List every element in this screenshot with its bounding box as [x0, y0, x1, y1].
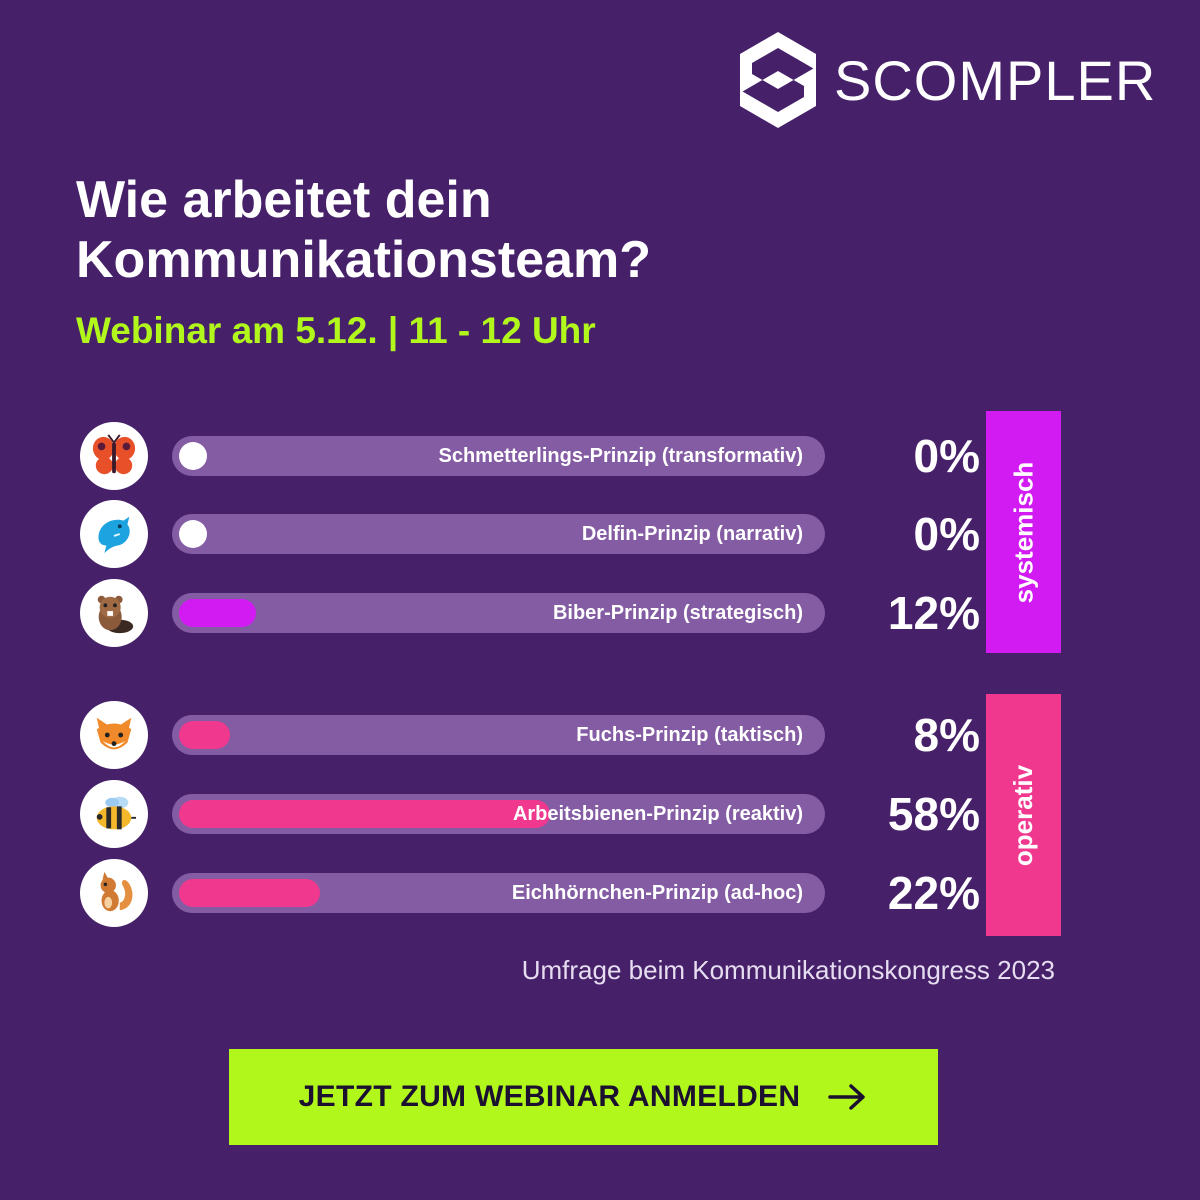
chart-row: Biber-Prinzip (strategisch) 12%	[80, 579, 980, 647]
chart-row: Delfin-Prinzip (narrativ) 0%	[80, 500, 980, 568]
butterfly-icon	[80, 422, 148, 490]
scompler-logo: SCOMPLER	[738, 30, 1156, 130]
page-title: Wie arbeitet dein Kommunikationsteam?	[76, 170, 976, 290]
bar-mark	[179, 800, 550, 828]
beaver-icon	[80, 579, 148, 647]
bar-track: Arbeitsbienen-Prinzip (reaktiv)	[172, 794, 825, 834]
squirrel-icon	[80, 859, 148, 927]
bar-track: Fuchs-Prinzip (taktisch)	[172, 715, 825, 755]
bar-category-label: Arbeitsbienen-Prinzip (reaktiv)	[512, 803, 803, 825]
chart-row: Eichhörnchen-Prinzip (ad-hoc) 22%	[80, 859, 980, 927]
bar-track: Eichhörnchen-Prinzip (ad-hoc)	[172, 873, 825, 913]
fox-icon	[80, 701, 148, 769]
bar-value-label: 8%	[913, 709, 980, 761]
title-line-2: Kommunikationsteam?	[76, 231, 651, 289]
bar-value-label: 0%	[913, 508, 980, 560]
group-label-operativ: operativ	[1008, 764, 1038, 866]
dolphin-icon	[80, 500, 148, 568]
bar-value-label: 22%	[887, 867, 980, 919]
brand-name: SCOMPLER	[834, 48, 1157, 112]
bar-value-label: 58%	[887, 788, 980, 840]
bar-mark	[179, 520, 207, 548]
bar-track: Delfin-Prinzip (narrativ)	[172, 514, 825, 554]
register-webinar-button[interactable]: JETZT ZUM WEBINAR ANMELDEN	[229, 1049, 938, 1145]
bar-value-label: 12%	[887, 587, 980, 639]
scompler-logo-icon	[740, 32, 816, 128]
group-label-systemisch: systemisch	[1008, 461, 1038, 603]
chart-row: Schmetterlings-Prinzip (transformativ) 0%	[80, 422, 980, 490]
register-webinar-label: JETZT ZUM WEBINAR ANMELDEN	[298, 1080, 801, 1113]
bar-mark	[179, 721, 231, 749]
title-line-1: Wie arbeitet dein	[76, 171, 492, 229]
bar-category-label: Fuchs-Prinzip (taktisch)	[576, 724, 803, 746]
bar-category-label: Biber-Prinzip (strategisch)	[552, 602, 803, 624]
bar-category-label: Delfin-Prinzip (narrativ)	[581, 523, 803, 545]
bar-category-label: Schmetterlings-Prinzip (transformativ)	[438, 445, 803, 467]
bar-mark	[179, 599, 256, 627]
arrow-right-icon	[828, 1084, 866, 1110]
chart-row: Fuchs-Prinzip (taktisch) 8%	[80, 701, 980, 769]
survey-source: Umfrage beim Kommunikationskongress 2023	[521, 955, 1055, 985]
bar-value-label: 0%	[913, 430, 980, 482]
chart-row: Arbeitsbienen-Prinzip (reaktiv) 58%	[80, 780, 980, 848]
bar-track: Schmetterlings-Prinzip (transformativ)	[172, 436, 825, 476]
group-badge-systemisch: systemisch	[986, 411, 1061, 653]
group-badge-operativ: operativ	[986, 694, 1061, 936]
bar-category-label: Eichhörnchen-Prinzip (ad-hoc)	[511, 882, 803, 904]
bar-track: Biber-Prinzip (strategisch)	[172, 593, 825, 633]
webinar-date: Webinar am 5.12. | 11 - 12 Uhr	[76, 310, 596, 351]
bar-mark	[179, 442, 207, 470]
bee-icon	[80, 780, 148, 848]
bar-mark	[179, 879, 320, 907]
